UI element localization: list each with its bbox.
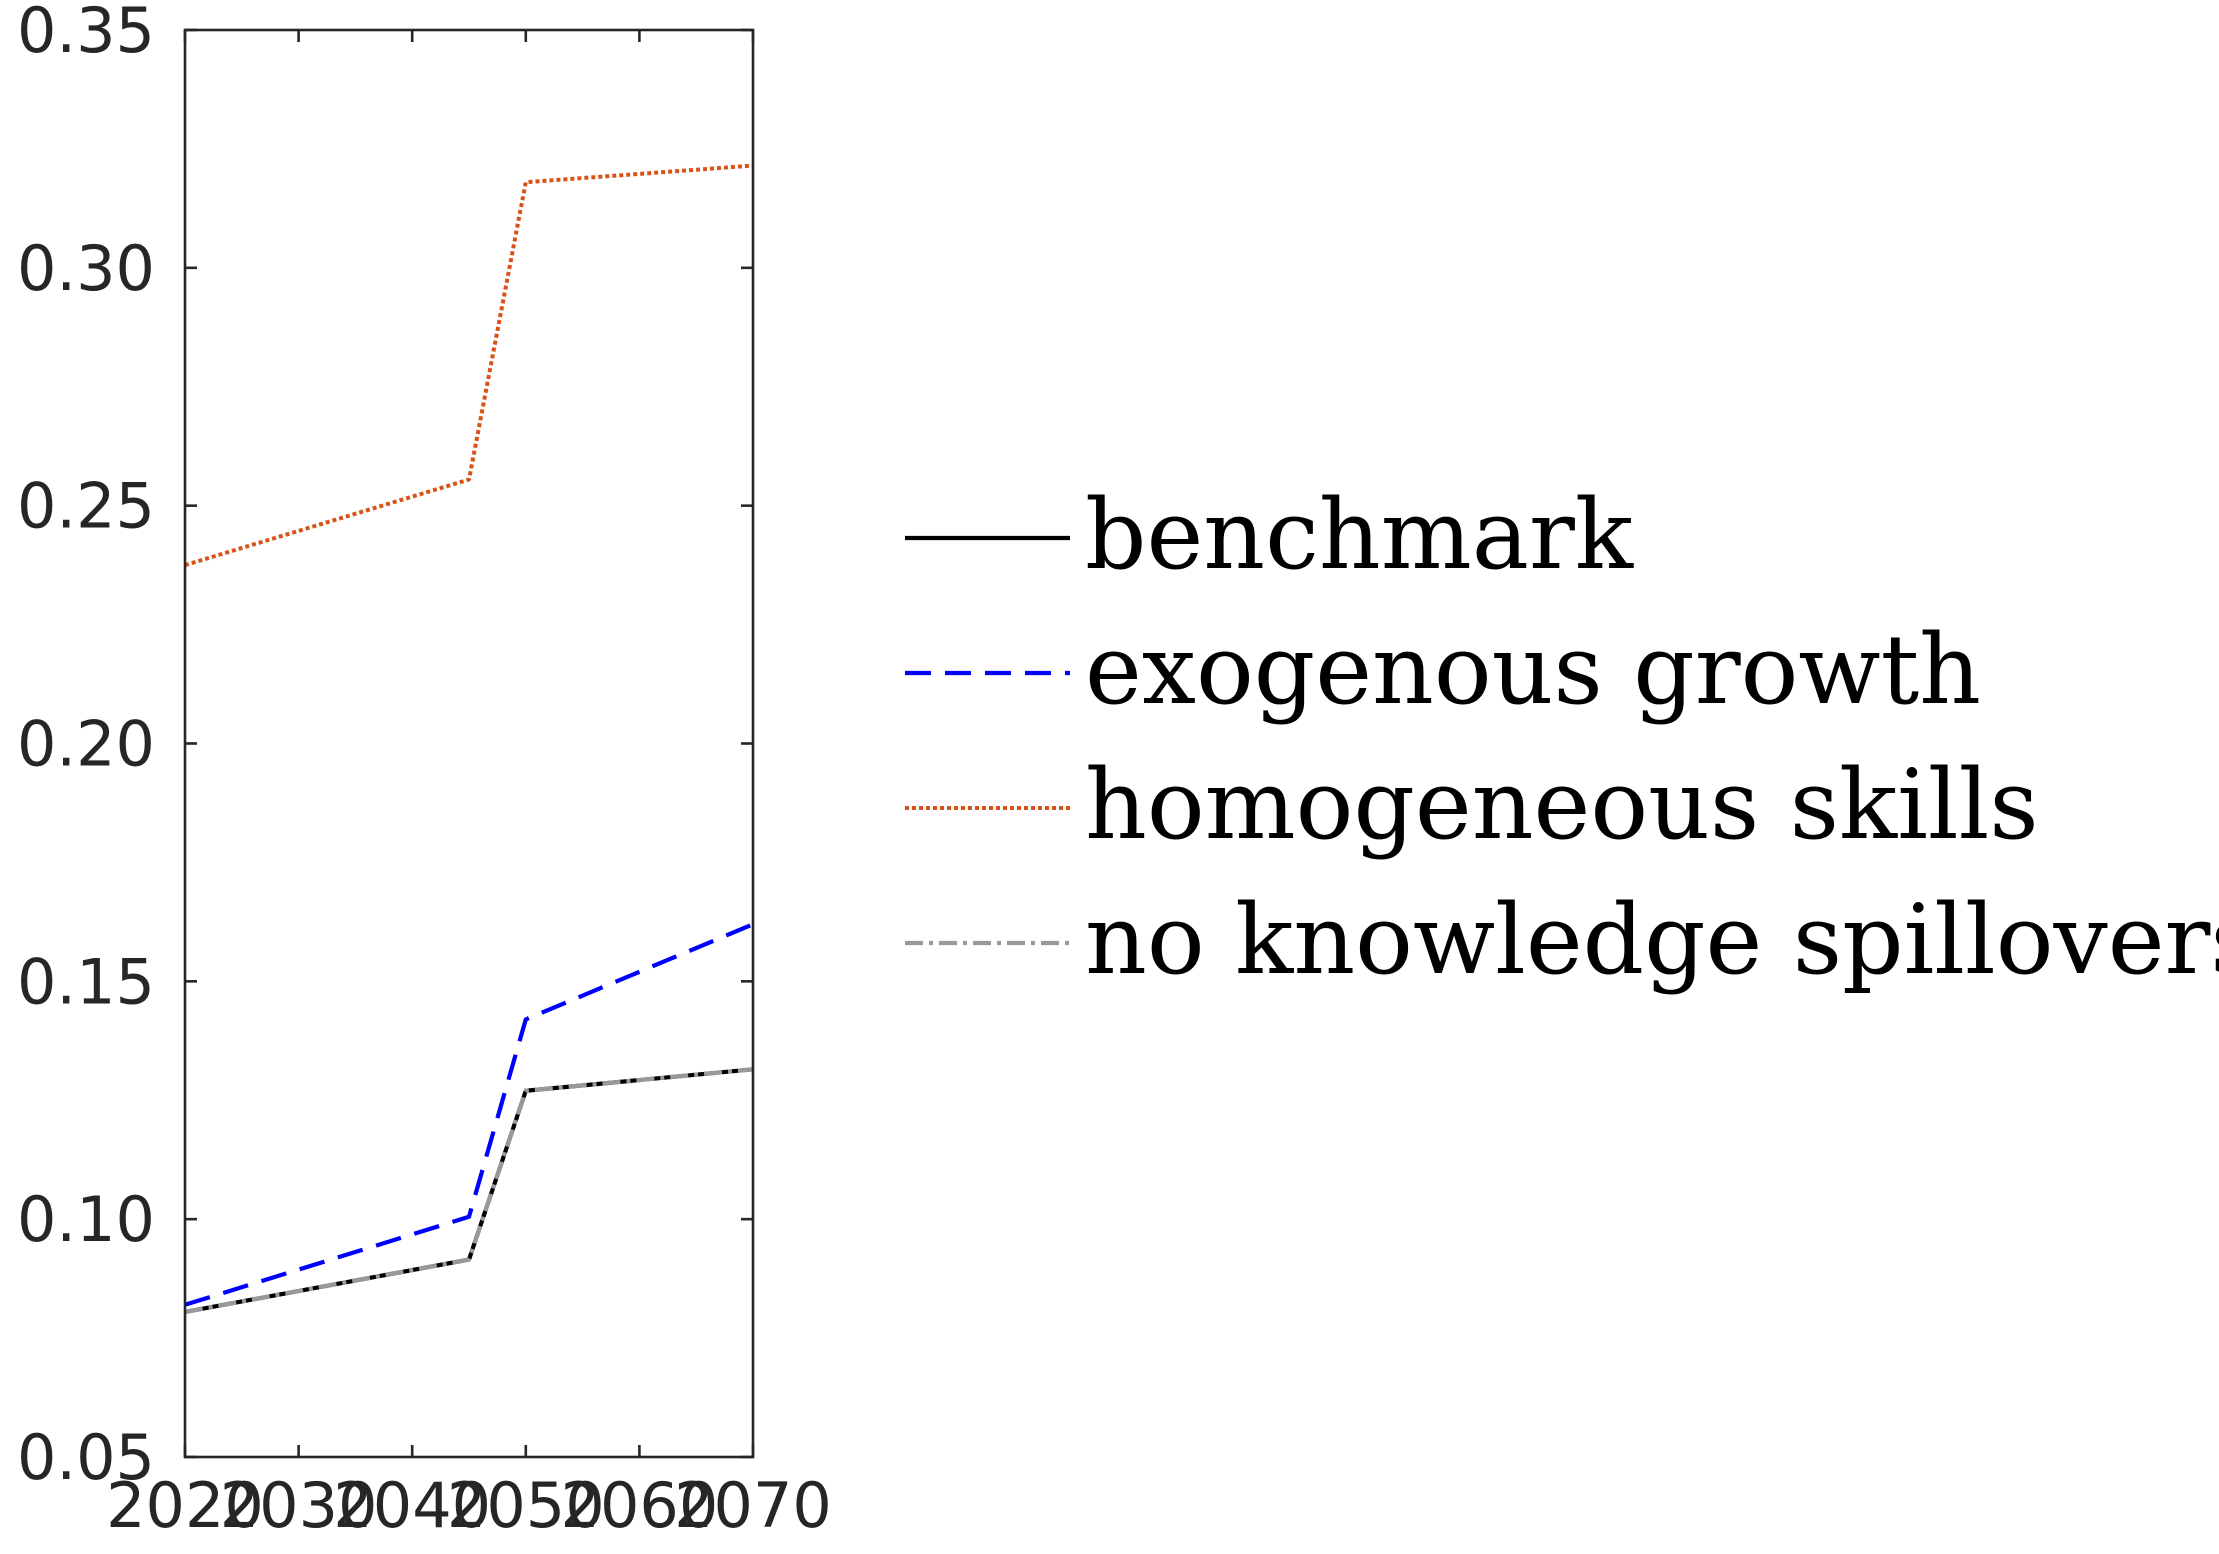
x-tick-label: 2030 bbox=[220, 1469, 378, 1542]
y-tick-label: 0.35 bbox=[17, 0, 155, 67]
x-tick-label: 2050 bbox=[447, 1469, 605, 1542]
x-tick-label: 2070 bbox=[674, 1469, 832, 1542]
series-line-4 bbox=[184, 1067, 754, 1314]
plot-area-frame bbox=[183, 28, 755, 1459]
x-tick-label: 2060 bbox=[561, 1469, 719, 1542]
legend-label-4: no knowledge spillovers bbox=[1085, 884, 2219, 996]
legend-label-3: homogeneous skills bbox=[1085, 749, 2039, 861]
legend-label-1: benchmark bbox=[1085, 479, 1634, 591]
y-tick-label: 0.25 bbox=[17, 470, 155, 543]
legend-label-2: exogenous growth bbox=[1085, 614, 1981, 726]
x-tick-label: 2040 bbox=[333, 1469, 491, 1542]
series-line-3 bbox=[184, 163, 754, 568]
series-line-1 bbox=[184, 1067, 754, 1314]
legend: benchmark exogenous growth homogeneous ski… bbox=[905, 479, 2219, 996]
plot-series-group bbox=[184, 163, 754, 1314]
y-tick-label: 0.10 bbox=[17, 1183, 155, 1256]
series-line-2 bbox=[184, 922, 754, 1307]
x-tick-label: 2020 bbox=[106, 1469, 264, 1542]
y-tick-label: 0.05 bbox=[17, 1421, 155, 1494]
y-tick-label: 0.15 bbox=[17, 945, 155, 1018]
y-axis: 0.05 0.10 0.15 0.20 0.25 0.30 0.35 bbox=[17, 0, 753, 1494]
y-tick-label: 0.20 bbox=[17, 708, 155, 781]
y-tick-label: 0.30 bbox=[17, 232, 155, 305]
